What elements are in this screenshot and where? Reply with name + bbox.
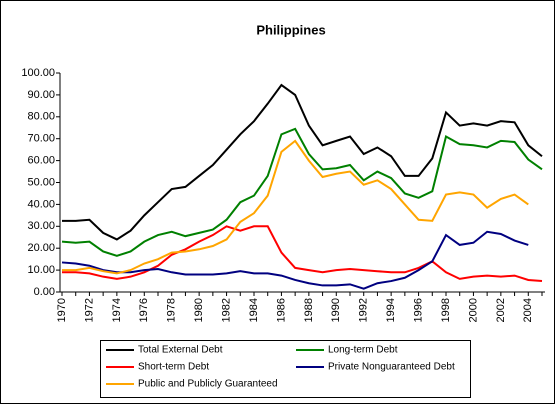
y-tick-label: 20.00	[27, 242, 55, 254]
y-tick-label: 100.00	[21, 67, 55, 79]
x-tick-label: 1996	[412, 298, 424, 322]
x-tick-label: 1988	[303, 298, 315, 322]
x-tick-label: 1970	[56, 298, 68, 322]
y-tick-label: 70.00	[27, 133, 55, 145]
x-tick-label: 1986	[275, 298, 287, 322]
series-line	[62, 83, 543, 241]
x-tick-label: 1982	[220, 298, 232, 322]
legend-label: Public and Publicly Guaranteed	[138, 379, 278, 390]
legend-box	[100, 340, 471, 398]
x-tick-label: 2002	[495, 298, 507, 322]
y-tick-label: 60.00	[27, 155, 55, 167]
series-line	[62, 225, 543, 283]
series-line	[61, 127, 543, 257]
legend-label: Short-term Debt	[138, 362, 209, 373]
x-tick-label: 1992	[358, 298, 370, 322]
y-tick-label: 0.00	[34, 286, 55, 298]
y-tick-label: 10.00	[27, 264, 55, 276]
y-tick-label: 80.00	[27, 111, 55, 123]
x-tick-label: 1978	[166, 298, 178, 322]
legend-label: Private Nonguaranteed Debt	[328, 362, 455, 373]
x-tick-label: 1984	[248, 298, 260, 322]
x-tick-label: 1976	[138, 298, 150, 322]
x-tick-label: 1998	[440, 298, 452, 322]
legend-label: Total External Debt	[138, 345, 223, 356]
y-tick-label: 40.00	[27, 198, 55, 210]
chart-title: Philippines	[256, 22, 325, 37]
series-line	[61, 230, 529, 290]
x-tick-label: 1980	[193, 298, 205, 322]
x-tick-label: 1974	[111, 298, 123, 322]
legend-label: Long-term Debt	[328, 345, 398, 356]
x-tick-label: 1972	[83, 298, 95, 322]
y-tick-label: 90.00	[27, 89, 55, 101]
x-tick-label: 2004	[522, 298, 534, 322]
y-tick-label: 50.00	[27, 176, 55, 188]
x-tick-label: 1994	[385, 298, 397, 322]
series-line	[62, 139, 529, 275]
x-tick-label: 1990	[330, 298, 342, 322]
y-tick-label: 30.00	[27, 220, 55, 232]
x-tick-label: 2000	[467, 298, 479, 322]
